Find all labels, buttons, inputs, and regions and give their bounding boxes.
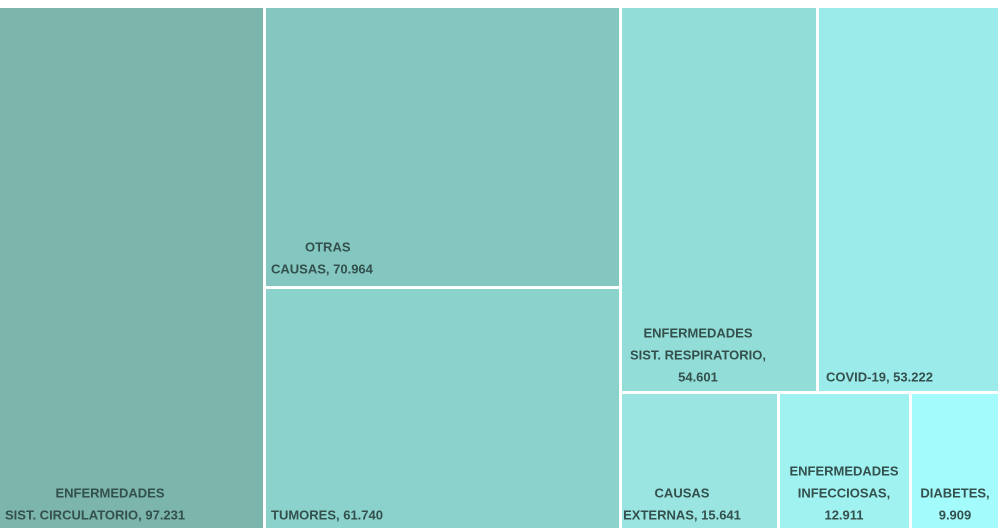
- tile: [622, 394, 777, 528]
- tile-label: 9.909: [939, 507, 972, 522]
- tile-label: INFECCIOSAS,: [798, 485, 890, 500]
- tile: [266, 289, 619, 528]
- tile: [819, 8, 998, 391]
- tile: [266, 8, 619, 286]
- tile-label: ENFERMEDADES: [789, 463, 898, 478]
- tile-label: ENFERMEDADES: [643, 325, 752, 340]
- tile-label: CAUSAS, 70.964: [271, 261, 374, 276]
- tile-label: EXTERNAS, 15.641: [623, 507, 741, 522]
- tile: [780, 394, 909, 528]
- tile-label: 12.911: [824, 507, 863, 522]
- tile-label: CAUSAS: [655, 485, 710, 500]
- tile-label: 54.601: [678, 369, 718, 384]
- tile-label: TUMORES, 61.740: [271, 507, 383, 522]
- tile: [622, 8, 816, 391]
- tile-label: OTRAS: [305, 239, 351, 254]
- tile: [0, 8, 263, 528]
- tile-label: COVID-19, 53.222: [826, 369, 933, 384]
- tile-label: SIST. RESPIRATORIO,: [630, 347, 766, 362]
- tile-label: SIST. CIRCULATORIO, 97.231: [5, 507, 185, 522]
- tile: [912, 394, 998, 528]
- tile-label: ENFERMEDADES: [55, 485, 164, 500]
- tile-label: DIABETES,: [920, 485, 989, 500]
